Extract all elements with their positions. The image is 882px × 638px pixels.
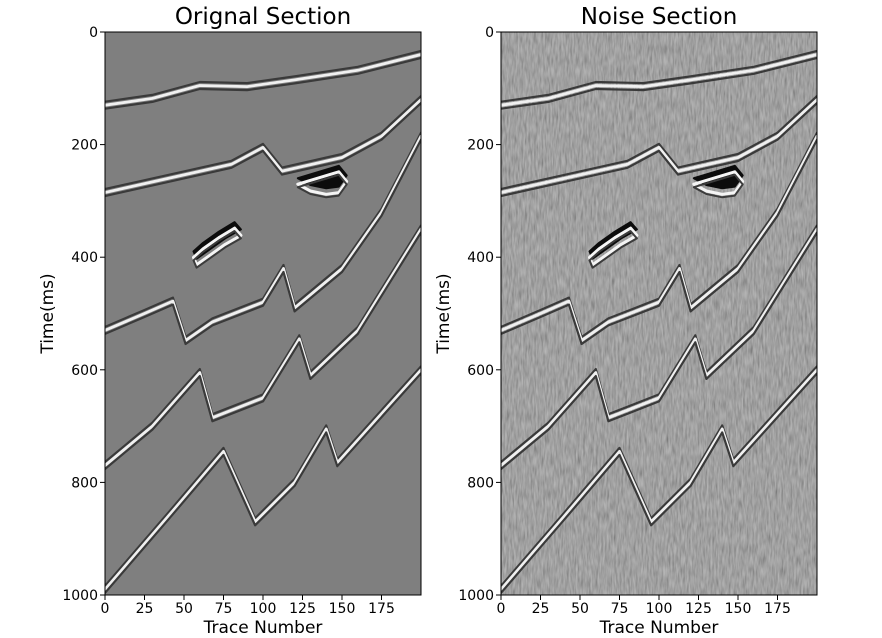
x-tick-label: 125 — [685, 601, 712, 617]
reflector-event-1 — [105, 49, 421, 110]
x-tick-label: 175 — [368, 601, 395, 617]
y-tick-label: 0 — [89, 25, 98, 41]
y-tick-label: 400 — [71, 250, 98, 266]
x-tick-label: 150 — [329, 601, 356, 617]
y-tick-label: 200 — [71, 138, 98, 154]
x-tick-label: 175 — [764, 601, 791, 617]
x-tick-label: 125 — [289, 601, 316, 617]
y-tick-label: 400 — [467, 250, 494, 266]
lens-event-3 — [692, 164, 745, 199]
x-tick-label: 150 — [725, 601, 752, 617]
x-tick-label: 25 — [136, 601, 154, 617]
x-tick-label: 100 — [250, 601, 277, 617]
x-tick-label: 0 — [101, 601, 110, 617]
reflector-event-2 — [501, 94, 817, 198]
panel-1: Orignal Section 0 25 50 75 100 125 150 175 0 200 40… — [38, 4, 422, 638]
reflector-event-7 — [501, 365, 817, 595]
x-tick-label: 50 — [571, 601, 589, 617]
x-axis-label: Trace Number — [203, 618, 323, 638]
x-axis-label: Trace Number — [599, 618, 719, 638]
x-tick-label: 100 — [646, 601, 673, 617]
reflector-event-2 — [105, 94, 421, 198]
panel-title: Noise Section — [581, 4, 738, 30]
y-tick-label: 600 — [71, 363, 98, 379]
panel-2: Noise Section 0 25 50 75 100 125 150 175 0 200 400 6… — [434, 4, 818, 638]
lens-event-3 — [296, 164, 349, 199]
y-tick-label: 800 — [71, 475, 98, 491]
reflector-event-6 — [105, 224, 421, 471]
y-tick-label: 0 — [485, 25, 494, 41]
x-tick-label: 75 — [611, 601, 629, 617]
lens-event-4 — [192, 221, 243, 269]
image-content — [105, 49, 421, 595]
reflector-event-7 — [105, 365, 421, 595]
reflector-event-5 — [501, 131, 817, 346]
lens-event-4 — [588, 221, 639, 269]
image-content — [501, 32, 817, 595]
x-tick-label: 25 — [532, 601, 550, 617]
reflector-event-1 — [501, 49, 817, 110]
x-tick-label: 0 — [497, 601, 506, 617]
y-tick-label: 1000 — [458, 588, 494, 604]
x-tick-label: 50 — [175, 601, 193, 617]
y-axis-label: Time(ms) — [434, 273, 454, 354]
y-tick-label: 200 — [467, 138, 494, 154]
reflector-event-5 — [105, 131, 421, 346]
y-tick-label: 800 — [467, 475, 494, 491]
panel-title: Orignal Section — [175, 4, 351, 30]
y-axis-label: Time(ms) — [38, 273, 58, 354]
reflector-event-6 — [501, 224, 817, 471]
y-tick-label: 1000 — [62, 588, 98, 604]
x-tick-label: 75 — [215, 601, 233, 617]
y-tick-label: 600 — [467, 363, 494, 379]
